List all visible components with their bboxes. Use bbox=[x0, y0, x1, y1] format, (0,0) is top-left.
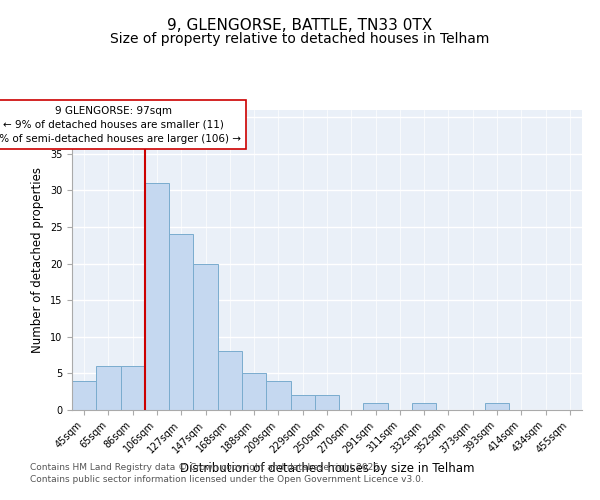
Text: Contains HM Land Registry data © Crown copyright and database right 2025.: Contains HM Land Registry data © Crown c… bbox=[30, 464, 382, 472]
Text: 9 GLENGORSE: 97sqm
← 9% of detached houses are smaller (11)
91% of semi-detached: 9 GLENGORSE: 97sqm ← 9% of detached hous… bbox=[0, 106, 241, 144]
Bar bbox=[169, 234, 193, 410]
Bar bbox=[485, 402, 509, 410]
Bar bbox=[315, 396, 339, 410]
Y-axis label: Number of detached properties: Number of detached properties bbox=[31, 167, 44, 353]
Bar bbox=[96, 366, 121, 410]
X-axis label: Distribution of detached houses by size in Telham: Distribution of detached houses by size … bbox=[180, 462, 474, 474]
Bar bbox=[412, 402, 436, 410]
Bar bbox=[145, 183, 169, 410]
Bar bbox=[218, 352, 242, 410]
Bar bbox=[364, 402, 388, 410]
Bar bbox=[290, 396, 315, 410]
Text: Size of property relative to detached houses in Telham: Size of property relative to detached ho… bbox=[110, 32, 490, 46]
Bar bbox=[242, 374, 266, 410]
Text: 9, GLENGORSE, BATTLE, TN33 0TX: 9, GLENGORSE, BATTLE, TN33 0TX bbox=[167, 18, 433, 32]
Text: Contains public sector information licensed under the Open Government Licence v3: Contains public sector information licen… bbox=[30, 475, 424, 484]
Bar bbox=[121, 366, 145, 410]
Bar bbox=[72, 380, 96, 410]
Bar bbox=[193, 264, 218, 410]
Bar bbox=[266, 380, 290, 410]
